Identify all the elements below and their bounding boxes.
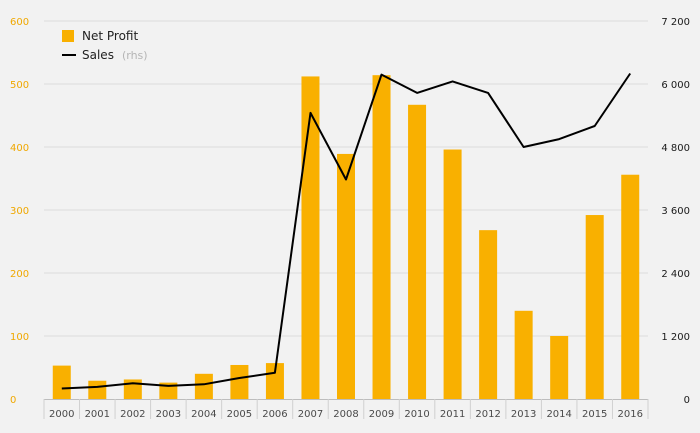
x-tick-label: 2011 [440, 409, 465, 420]
bar-net-profit [265, 363, 284, 399]
right-axis-ticks: 0 1 200 2 400 3 600 4 800 6 000 7 200 [661, 17, 690, 406]
bar-net-profit [194, 373, 213, 399]
left-tick-label: 400 [10, 143, 29, 154]
bar-net-profit [408, 104, 427, 399]
x-tick-label: 2006 [262, 409, 287, 420]
x-tick-label: 2012 [475, 409, 500, 420]
bar-net-profit [301, 76, 320, 399]
right-tick-label: 0 [684, 395, 690, 406]
right-tick-label: 6 000 [661, 80, 690, 91]
legend-label-sales-name: Sales [82, 48, 114, 62]
x-tick-label: 2005 [227, 409, 252, 420]
x-tick-label: 2009 [369, 409, 394, 420]
left-tick-label: 100 [10, 332, 29, 343]
bar-net-profit [337, 153, 355, 399]
left-tick-label: 300 [10, 206, 29, 217]
x-tick-label: 2003 [156, 409, 181, 420]
legend-label-sales: Sales (rhs) [82, 46, 148, 63]
bars-net-profit [52, 75, 640, 400]
bar-net-profit [585, 215, 604, 399]
right-tick-label: 2 400 [661, 269, 690, 280]
x-tick-label: 2008 [333, 409, 358, 420]
left-tick-label: 0 [10, 395, 16, 406]
bar-net-profit [621, 174, 640, 399]
bar-net-profit [443, 149, 462, 399]
right-tick-label: 7 200 [661, 17, 690, 28]
legend-swatch-net-profit [62, 30, 74, 42]
x-tick-label: 2000 [49, 409, 74, 420]
left-tick-label: 600 [10, 17, 29, 28]
bar-net-profit [479, 230, 498, 399]
right-tick-label: 3 600 [661, 206, 690, 217]
bar-net-profit [159, 382, 178, 399]
legend: Net Profit Sales (rhs) [62, 29, 148, 63]
sales-line [61, 72, 632, 390]
bar-net-profit [372, 75, 391, 400]
x-tick-label: 2013 [511, 409, 536, 420]
bar-net-profit [230, 364, 249, 399]
legend-label-sales-suffix: (rhs) [122, 49, 148, 62]
line-sales [61, 72, 632, 390]
right-tick-label: 4 800 [661, 143, 690, 154]
x-tick-label: 2001 [85, 409, 110, 420]
left-axis-ticks: 0 100 200 300 400 500 600 [10, 17, 29, 406]
x-tick-label: 2002 [120, 409, 145, 420]
x-tick-label: 2014 [546, 409, 571, 420]
left-tick-label: 200 [10, 269, 29, 280]
x-tick-label: 2016 [618, 409, 643, 420]
x-tick-label: 2015 [582, 409, 607, 420]
bar-net-profit [88, 380, 107, 399]
bar-net-profit [52, 365, 71, 399]
x-tick-label: 2004 [191, 409, 216, 420]
right-tick-label: 1 200 [661, 332, 690, 343]
x-tick-label: 2007 [298, 409, 323, 420]
legend-label-net-profit: Net Profit [82, 29, 138, 43]
x-tick-label: 2010 [404, 409, 429, 420]
x-axis: 2000 2001 2002 2003 2004 2005 2006 2007 2008 2009… [43, 399, 649, 420]
bar-net-profit [514, 310, 533, 399]
left-tick-label: 500 [10, 80, 29, 91]
bar-net-profit [550, 336, 569, 399]
